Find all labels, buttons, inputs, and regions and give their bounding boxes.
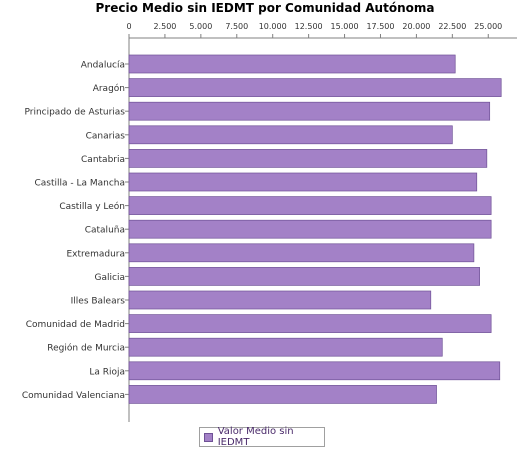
bar (128, 361, 501, 381)
bar (128, 101, 491, 121)
category-label: Cantabria (81, 155, 125, 165)
category-label: Región de Murcia (47, 343, 125, 354)
bar (128, 149, 488, 168)
bar (128, 314, 492, 333)
category-label: Comunidad Valenciana (22, 391, 125, 401)
legend-label: Valor Medio sin IEDMT (217, 426, 294, 448)
bar (128, 125, 453, 145)
category-label: Principado de Asturias (24, 108, 125, 118)
bar (128, 219, 492, 239)
x-tick-label: 0 (126, 22, 131, 31)
x-tick-label: 12.500 (295, 22, 323, 31)
category-label: La Rioja (89, 367, 125, 377)
legend-swatch (204, 432, 213, 442)
x-tick-label: 15.000 (331, 22, 359, 31)
x-tick-label: 7.500 (225, 22, 248, 31)
bar (128, 78, 502, 97)
category-label: Canarias (86, 131, 126, 141)
category-label: Castilla - La Mancha (34, 179, 125, 189)
x-tick-label: 2.500 (153, 22, 176, 31)
bar (128, 290, 432, 310)
bar (128, 385, 437, 404)
category-label: Extremadura (67, 249, 126, 259)
bar (128, 172, 478, 192)
bar (128, 337, 443, 357)
bar (128, 267, 480, 286)
x-tick-label: 10.000 (259, 22, 287, 31)
category-label: Castilla y León (59, 201, 125, 212)
x-tick-label: 25.000 (474, 22, 502, 31)
category-label: Comunidad de Madrid (26, 320, 125, 330)
category-label: Aragón (93, 83, 125, 94)
chart-title: Precio Medio sin IEDMT por Comunidad Aut… (96, 1, 435, 15)
bar (128, 243, 475, 263)
category-label: Andalucía (81, 61, 125, 71)
x-tick-label: 5.000 (189, 22, 212, 31)
category-label: Cataluña (85, 226, 125, 236)
category-label: Galicia (95, 273, 125, 283)
x-tick-label: 17.500 (366, 22, 394, 31)
x-tick-label: 20.000 (402, 22, 430, 31)
category-label: Illes Balears (71, 297, 126, 307)
bar (128, 54, 456, 74)
chart-legend: Valor Medio sin IEDMT (199, 426, 325, 448)
x-tick-label: 22.500 (438, 22, 466, 31)
bar (128, 196, 492, 215)
